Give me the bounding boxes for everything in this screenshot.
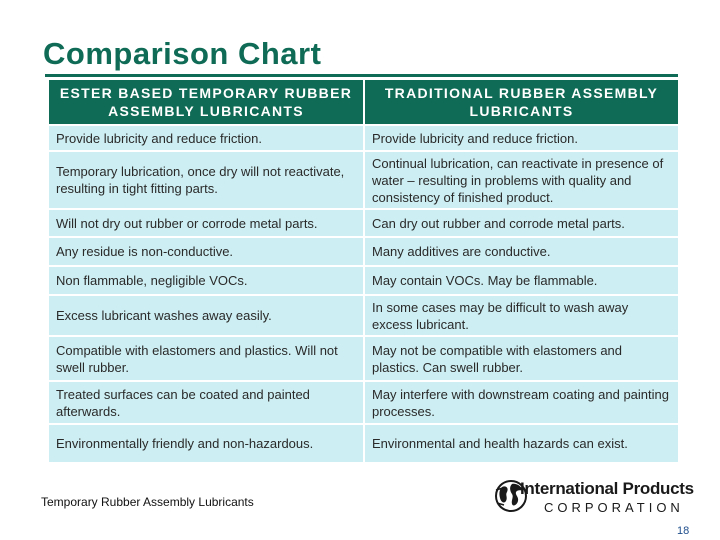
company-logo: International Products CORPORATION xyxy=(494,474,694,518)
table-cell-ester: Temporary lubrication, once dry will not… xyxy=(49,152,363,208)
table-cell-ester: Treated surfaces can be coated and paint… xyxy=(49,382,363,423)
page-number: 18 xyxy=(677,525,690,537)
table-cell-traditional: Many additives are conductive. xyxy=(365,238,678,265)
table-cell-ester: Environmentally friendly and non-hazardo… xyxy=(49,425,363,462)
table-row: Non flammable, negligible VOCs. May cont… xyxy=(49,267,678,294)
table-cell-ester: Compatible with elastomers and plastics.… xyxy=(49,337,363,380)
table-row: Environmentally friendly and non-hazardo… xyxy=(49,425,678,462)
table-row: Will not dry out rubber or corrode metal… xyxy=(49,210,678,236)
table-cell-ester: Will not dry out rubber or corrode metal… xyxy=(49,210,363,236)
table-cell-traditional: May interfere with downstream coating an… xyxy=(365,382,678,423)
column-header-ester: ESTER BASED TEMPORARY RUBBER ASSEMBLY LU… xyxy=(49,80,363,124)
title-divider xyxy=(45,74,678,77)
table-row: Compatible with elastomers and plastics.… xyxy=(49,337,678,380)
table-row: Temporary lubrication, once dry will not… xyxy=(49,152,678,208)
comparison-table: ESTER BASED TEMPORARY RUBBER ASSEMBLY LU… xyxy=(47,78,680,464)
table-cell-ester: Any residue is non-conductive. xyxy=(49,238,363,265)
table-header-row: ESTER BASED TEMPORARY RUBBER ASSEMBLY LU… xyxy=(49,80,678,124)
table-row: Any residue is non-conductive. Many addi… xyxy=(49,238,678,265)
table-cell-traditional: May contain VOCs. May be flammable. xyxy=(365,267,678,294)
table-cell-ester: Excess lubricant washes away easily. xyxy=(49,296,363,335)
table-row: Treated surfaces can be coated and paint… xyxy=(49,382,678,423)
logo-corporation: CORPORATION xyxy=(544,500,684,515)
footer-caption: Temporary Rubber Assembly Lubricants xyxy=(41,495,254,509)
table-row: Excess lubricant washes away easily. In … xyxy=(49,296,678,335)
table-cell-traditional: In some cases may be difficult to wash a… xyxy=(365,296,678,335)
table-cell-ester: Provide lubricity and reduce friction. xyxy=(49,126,363,150)
table-cell-traditional: Provide lubricity and reduce friction. xyxy=(365,126,678,150)
table-cell-traditional: Can dry out rubber and corrode metal par… xyxy=(365,210,678,236)
globe-icon xyxy=(495,480,527,512)
column-header-traditional: TRADITIONAL RUBBER ASSEMBLY LUBRICANTS xyxy=(365,80,678,124)
logo-company-name: International Products xyxy=(520,479,694,498)
table-row: Provide lubricity and reduce friction. P… xyxy=(49,126,678,150)
table-cell-ester: Non flammable, negligible VOCs. xyxy=(49,267,363,294)
table-cell-traditional: Environmental and health hazards can exi… xyxy=(365,425,678,462)
page-title: Comparison Chart xyxy=(43,36,322,71)
table-cell-traditional: Continual lubrication, can reactivate in… xyxy=(365,152,678,208)
table-cell-traditional: May not be compatible with elastomers an… xyxy=(365,337,678,380)
